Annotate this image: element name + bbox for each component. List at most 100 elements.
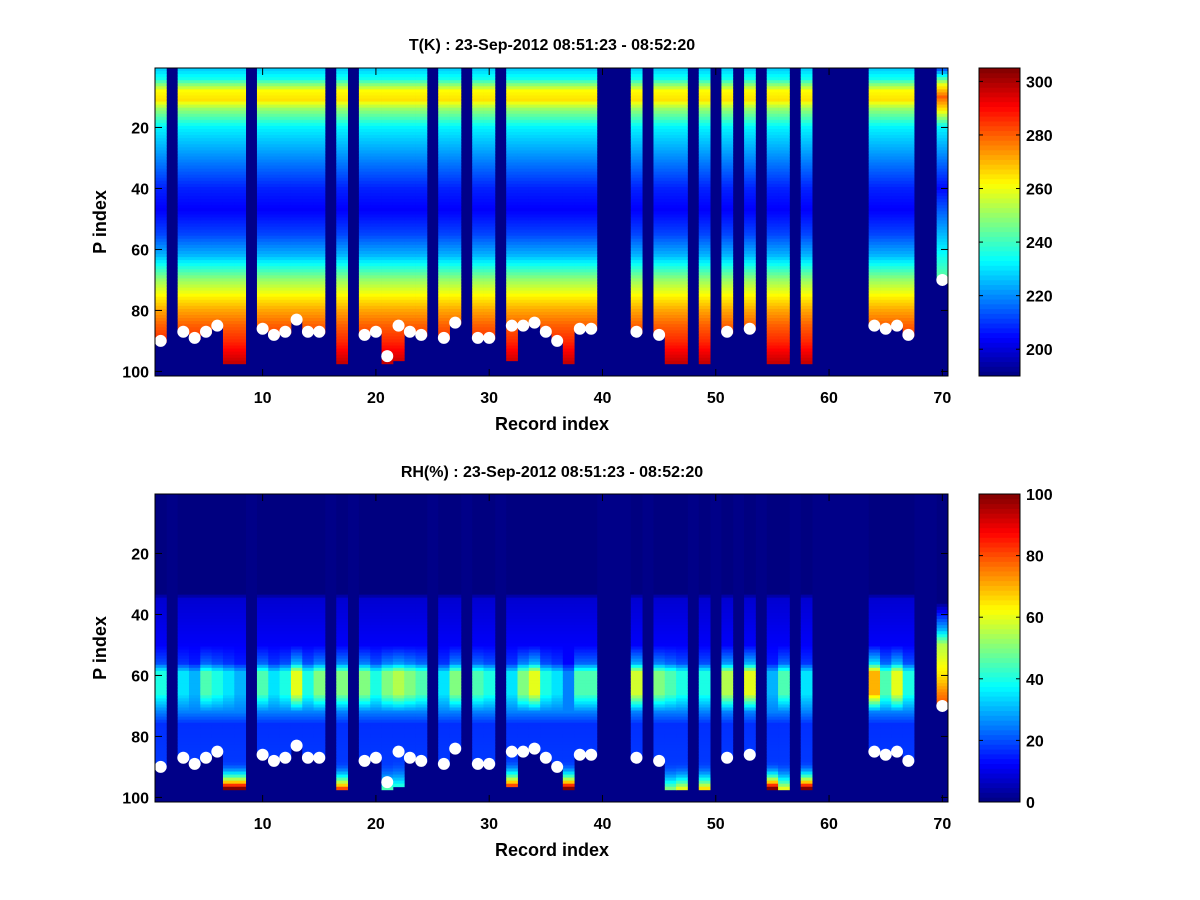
heatmap-cell bbox=[336, 80, 348, 84]
heatmap-cell bbox=[222, 747, 235, 751]
heatmap-cell bbox=[449, 74, 462, 78]
heatmap-cell bbox=[392, 186, 405, 191]
heatmap-cell bbox=[891, 315, 904, 319]
heatmap-cell bbox=[778, 232, 790, 237]
heatmap-cell bbox=[222, 658, 235, 663]
heatmap-cell bbox=[698, 305, 711, 310]
heatmap-cell bbox=[155, 284, 167, 288]
heatmap-cell bbox=[800, 177, 813, 182]
heatmap-cell bbox=[188, 80, 201, 84]
heatmap-cell bbox=[676, 315, 688, 319]
heatmap-cell bbox=[211, 652, 224, 657]
heatmap-cell bbox=[698, 226, 711, 231]
heatmap-cell bbox=[392, 275, 405, 279]
heatmap-cell bbox=[540, 83, 552, 87]
record-column-39 bbox=[585, 68, 598, 331]
heatmap-cell bbox=[449, 232, 462, 237]
heatmap-cell bbox=[177, 655, 190, 660]
heatmap-cell bbox=[256, 290, 269, 295]
heatmap-cell bbox=[438, 260, 450, 264]
heatmap-cell bbox=[211, 576, 224, 580]
heatmap-cell bbox=[200, 257, 213, 261]
heatmap-cell bbox=[234, 260, 247, 264]
heatmap-cell bbox=[676, 74, 688, 78]
heatmap-cell bbox=[721, 202, 734, 206]
heatmap-cell bbox=[392, 250, 405, 255]
heatmap-cell bbox=[234, 576, 247, 580]
heatmap-cell bbox=[302, 180, 314, 185]
heatmap-cell bbox=[404, 171, 416, 176]
heatmap-cell bbox=[891, 113, 904, 118]
heatmap-cell bbox=[698, 308, 711, 313]
heatmap-cell bbox=[744, 275, 756, 279]
heatmap-cell bbox=[336, 336, 348, 340]
heatmap-cell bbox=[778, 278, 790, 282]
heatmap-cell bbox=[891, 235, 904, 240]
heatmap-cell bbox=[256, 144, 269, 148]
colorbar-segment bbox=[979, 149, 1020, 156]
heatmap-cell bbox=[528, 287, 541, 292]
heatmap-cell bbox=[551, 257, 564, 261]
heatmap-cell bbox=[438, 311, 450, 316]
heatmap-cell bbox=[279, 311, 292, 316]
heatmap-cell bbox=[630, 211, 643, 215]
heatmap-cell bbox=[562, 254, 575, 258]
heatmap-cell bbox=[211, 551, 224, 556]
heatmap-cell bbox=[234, 503, 247, 507]
heatmap-cell bbox=[222, 564, 235, 568]
heatmap-cell bbox=[268, 141, 281, 145]
heatmap-cell bbox=[177, 83, 190, 87]
heatmap-cell bbox=[313, 296, 326, 301]
heatmap-cell bbox=[155, 217, 167, 221]
heatmap-cell bbox=[472, 220, 484, 224]
heatmap-cell bbox=[766, 122, 779, 127]
heatmap-cell bbox=[392, 226, 405, 231]
heatmap-cell bbox=[721, 122, 734, 127]
heatmap-cell bbox=[302, 321, 314, 325]
heatmap-cell bbox=[528, 211, 541, 215]
heatmap-cell bbox=[698, 220, 711, 224]
heatmap-cell bbox=[744, 110, 756, 115]
heatmap-cell bbox=[392, 211, 405, 215]
heatmap-cell bbox=[211, 658, 224, 663]
heatmap-cell bbox=[449, 116, 462, 121]
heatmap-cell bbox=[574, 250, 586, 255]
heatmap-cell bbox=[698, 168, 711, 173]
heatmap-cell bbox=[177, 564, 190, 568]
heatmap-cell bbox=[404, 125, 416, 130]
heatmap-cell bbox=[868, 165, 881, 170]
heatmap-cell bbox=[517, 68, 530, 72]
heatmap-cell bbox=[698, 80, 711, 84]
heatmap-cell bbox=[155, 159, 167, 163]
heatmap-cell bbox=[528, 254, 541, 258]
heatmap-cell bbox=[664, 125, 677, 130]
heatmap-cell bbox=[868, 247, 881, 252]
heatmap-cell bbox=[381, 311, 394, 316]
heatmap-cell bbox=[370, 238, 382, 243]
heatmap-cell bbox=[211, 68, 224, 72]
heatmap-cell bbox=[211, 719, 224, 724]
heatmap-cell bbox=[188, 497, 201, 501]
heatmap-cell bbox=[540, 74, 552, 78]
heatmap-cell bbox=[234, 141, 247, 145]
heatmap-cell bbox=[868, 77, 881, 81]
heatmap-cell bbox=[653, 159, 666, 163]
heatmap-cell bbox=[472, 125, 484, 130]
heatmap-cell bbox=[290, 71, 303, 75]
heatmap-cell bbox=[188, 193, 201, 197]
heatmap-cell bbox=[313, 138, 326, 142]
heatmap-cell bbox=[540, 141, 552, 145]
heatmap-cell bbox=[562, 235, 575, 240]
heatmap-cell bbox=[381, 324, 394, 328]
heatmap-cell bbox=[449, 138, 462, 142]
heatmap-cell bbox=[778, 186, 790, 191]
heatmap-cell bbox=[574, 80, 586, 84]
heatmap-cell bbox=[336, 275, 348, 279]
heatmap-cell bbox=[551, 214, 564, 218]
heatmap-cell bbox=[630, 77, 643, 81]
heatmap-cell bbox=[358, 315, 371, 319]
heatmap-cell bbox=[188, 527, 201, 531]
heatmap-cell bbox=[868, 257, 881, 261]
heatmap-cell bbox=[415, 119, 428, 124]
record-column-17 bbox=[336, 68, 348, 365]
